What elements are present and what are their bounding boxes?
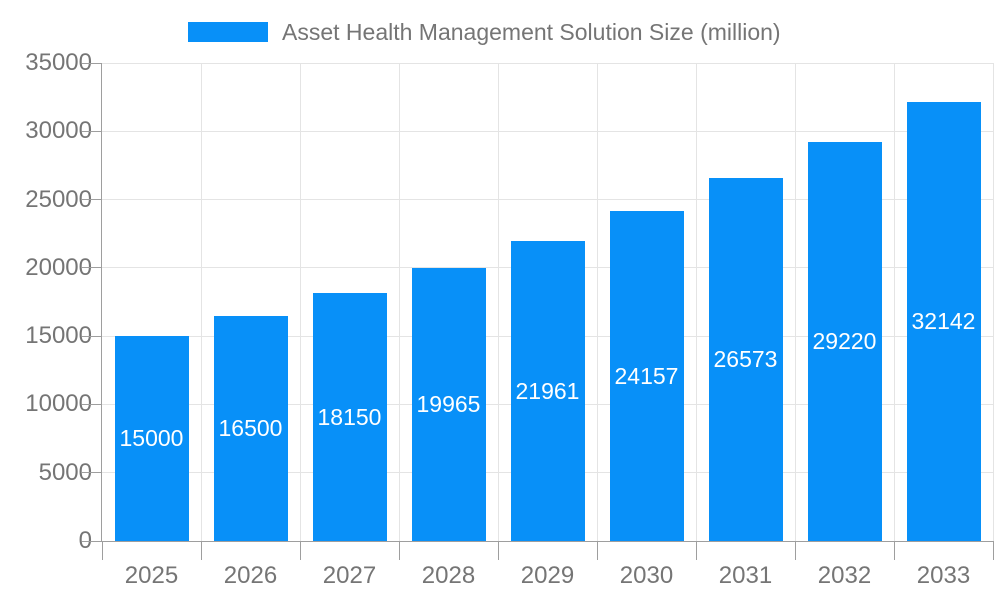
- bar[interactable]: 16500: [213, 315, 288, 541]
- y-axis-tick-mark: [82, 472, 102, 474]
- x-axis-tick-mark: [497, 541, 499, 560]
- y-axis-tick-mark: [82, 130, 102, 132]
- horizontal-gridline: [102, 130, 993, 132]
- x-axis-tick-mark: [992, 541, 994, 560]
- bar[interactable]: 19965: [411, 268, 486, 541]
- x-axis-tick-label: 2025: [124, 562, 179, 589]
- x-axis-tick-mark: [695, 541, 697, 560]
- y-axis-tick-label: 15000: [25, 322, 92, 350]
- bar-value-label: 15000: [119, 425, 184, 452]
- legend-label: Asset Health Management Solution Size (m…: [282, 18, 781, 45]
- legend-swatch-icon: [188, 22, 268, 42]
- y-axis-tick-mark: [82, 335, 102, 337]
- x-axis-tick-label: 2030: [619, 562, 674, 589]
- legend[interactable]: Asset Health Management Solution Size (m…: [188, 18, 781, 45]
- bar-value-label: 18150: [317, 403, 382, 430]
- y-axis-line: [101, 63, 102, 542]
- vertical-gridline: [893, 63, 895, 541]
- vertical-gridline: [794, 63, 796, 541]
- vertical-gridline: [398, 63, 400, 541]
- x-axis-tick-mark: [299, 541, 301, 560]
- vertical-gridline: [596, 63, 598, 541]
- bar[interactable]: 29220: [807, 141, 882, 541]
- x-axis-tick-mark: [101, 541, 103, 560]
- x-axis-tick-mark: [794, 541, 796, 560]
- x-axis-tick-mark: [596, 541, 598, 560]
- x-axis-tick-label: 2033: [916, 562, 971, 589]
- vertical-gridline: [992, 63, 994, 541]
- bar-value-label: 21961: [515, 377, 580, 404]
- bar[interactable]: 18150: [312, 293, 387, 541]
- x-axis-tick-mark: [398, 541, 400, 560]
- x-axis-tick-mark: [200, 541, 202, 560]
- x-axis-tick-label: 2029: [520, 562, 575, 589]
- x-axis-line: [101, 541, 993, 542]
- bar-value-label: 24157: [614, 362, 679, 389]
- bar[interactable]: 32142: [906, 102, 981, 541]
- y-axis-tick-label: 20000: [25, 253, 92, 281]
- y-axis-tick-mark: [82, 62, 102, 64]
- horizontal-gridline: [102, 199, 993, 201]
- bar[interactable]: 15000: [114, 336, 189, 541]
- bar-value-label: 19965: [416, 391, 481, 418]
- bar-value-label: 26573: [713, 346, 778, 373]
- bar-value-label: 16500: [218, 414, 283, 441]
- y-axis-tick-label: 0: [78, 527, 92, 554]
- x-axis-tick-label: 2026: [223, 562, 278, 589]
- bar-value-label: 32142: [911, 308, 976, 334]
- y-axis-tick-mark: [82, 540, 102, 542]
- vertical-gridline: [200, 63, 202, 541]
- y-axis-tick-mark: [82, 267, 102, 269]
- vertical-gridline: [695, 63, 697, 541]
- vertical-gridline: [497, 63, 499, 541]
- bar[interactable]: 26573: [708, 178, 783, 541]
- x-axis-tick-label: 2028: [421, 562, 476, 589]
- bar[interactable]: 24157: [609, 211, 684, 541]
- x-axis-tick-label: 2032: [817, 562, 872, 589]
- x-axis-tick-mark: [893, 541, 895, 560]
- plot-area: 15000 16500 18150 19965 21961 24157 26573 29220…: [102, 62, 994, 541]
- vertical-gridline: [299, 63, 301, 541]
- bar[interactable]: 21961: [510, 241, 585, 541]
- y-axis-tick-label: 10000: [25, 390, 92, 418]
- y-axis-tick-mark: [82, 199, 102, 201]
- y-axis-tick-label: 5000: [38, 458, 92, 486]
- horizontal-gridline: [102, 62, 993, 64]
- bar-value-label: 29220: [812, 327, 877, 354]
- y-axis-tick-label: 35000: [25, 49, 92, 76]
- x-axis-tick-label: 2031: [718, 562, 773, 589]
- y-axis-tick-label: 25000: [25, 185, 92, 213]
- y-axis-tick-mark: [82, 403, 102, 405]
- x-axis-tick-label: 2027: [322, 562, 377, 589]
- y-axis-tick-label: 30000: [25, 117, 92, 145]
